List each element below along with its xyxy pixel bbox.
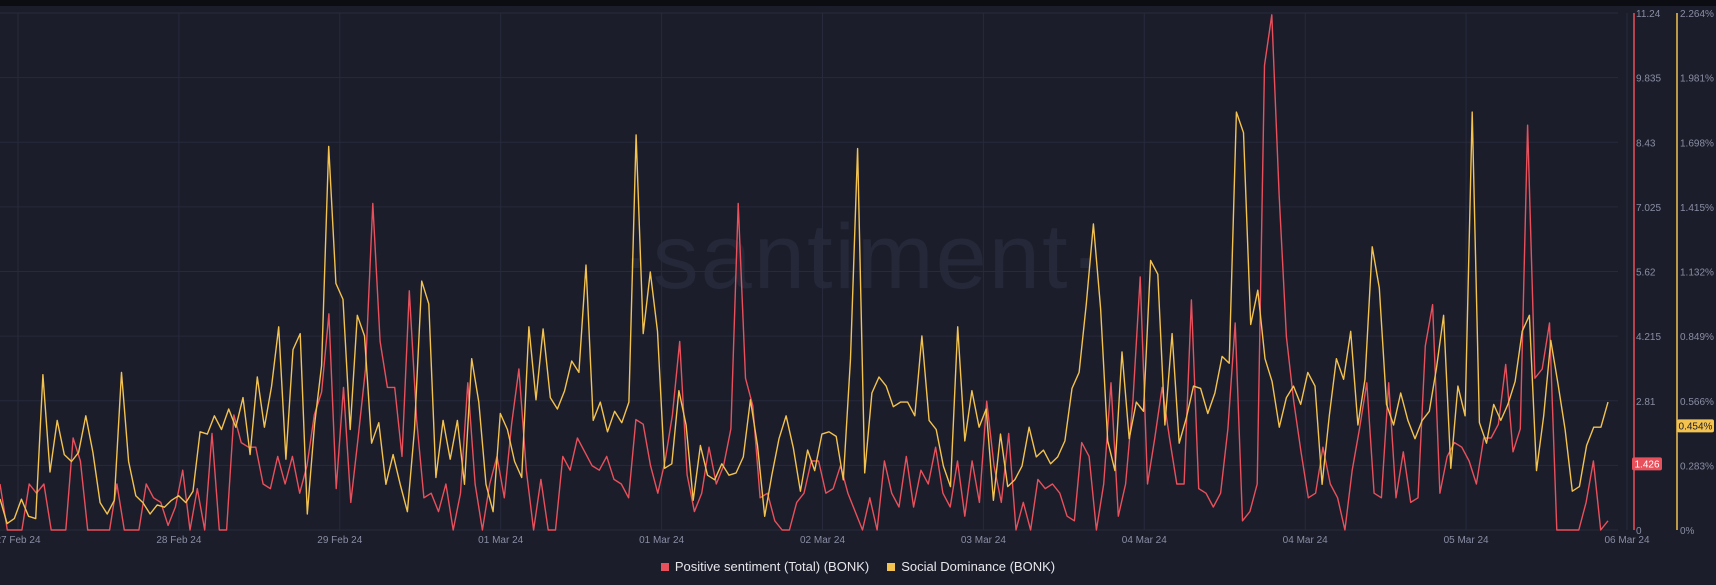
series-line-social-dominance	[0, 111, 1609, 525]
current-value-label: 1.426	[1634, 459, 1659, 470]
current-value-badge	[1632, 457, 1662, 471]
x-tick-label: 28 Feb 24	[156, 535, 201, 546]
x-tick-label: 06 Mar 24	[1604, 535, 1649, 546]
y-tick-label: 0.566%	[1680, 397, 1714, 408]
y-tick-label: 1.132%	[1680, 268, 1714, 279]
legend: Positive sentiment (Total) (BONK) Social…	[0, 559, 1716, 574]
x-tick-label: 04 Mar 24	[1283, 535, 1328, 546]
legend-swatch-red	[660, 562, 669, 571]
current-value-badge	[1677, 419, 1714, 433]
y-tick-label: 0.849%	[1680, 332, 1714, 343]
y-tick-label: 1.698%	[1680, 138, 1714, 149]
y-tick-label: 2.264%	[1680, 9, 1714, 20]
series-line-positive-sentiment	[0, 14, 1609, 531]
y-tick-label: 0%	[1680, 526, 1695, 537]
x-tick-label: 01 Mar 24	[639, 535, 684, 546]
x-tick-label: 01 Mar 24	[478, 535, 523, 546]
y-tick-label: 4.215	[1636, 332, 1661, 343]
y-tick-label: 8.43	[1636, 138, 1656, 149]
x-tick-label: 02 Mar 24	[800, 535, 845, 546]
x-tick-label: 05 Mar 24	[1444, 535, 1489, 546]
legend-item-social-dominance[interactable]: Social Dominance (BONK)	[887, 559, 1055, 574]
y-tick-label: 5.62	[1636, 268, 1656, 279]
legend-label: Social Dominance (BONK)	[901, 559, 1056, 574]
y-tick-label: 7.025	[1636, 203, 1661, 214]
x-tick-label: 03 Mar 24	[961, 535, 1006, 546]
y-tick-label: 0.283%	[1680, 461, 1714, 472]
legend-item-positive-sentiment[interactable]: Positive sentiment (Total) (BONK)	[660, 559, 870, 574]
legend-label: Positive sentiment (Total) (BONK)	[674, 559, 870, 574]
y-tick-label: 2.81	[1636, 397, 1656, 408]
y-tick-label: 0	[1636, 526, 1642, 537]
x-tick-label: 27 Feb 24	[0, 535, 41, 546]
y-tick-label: 11.24	[1636, 9, 1661, 20]
y-tick-label: 1.981%	[1680, 74, 1714, 85]
y-tick-label: 9.835	[1636, 74, 1661, 85]
y-tick-label: 1.415%	[1680, 203, 1714, 214]
current-value-label: 0.454%	[1679, 421, 1713, 432]
x-tick-label: 29 Feb 24	[317, 535, 362, 546]
legend-swatch-yellow	[887, 562, 896, 571]
top-bar	[0, 0, 1716, 6]
x-tick-label: 04 Mar 24	[1122, 535, 1167, 546]
